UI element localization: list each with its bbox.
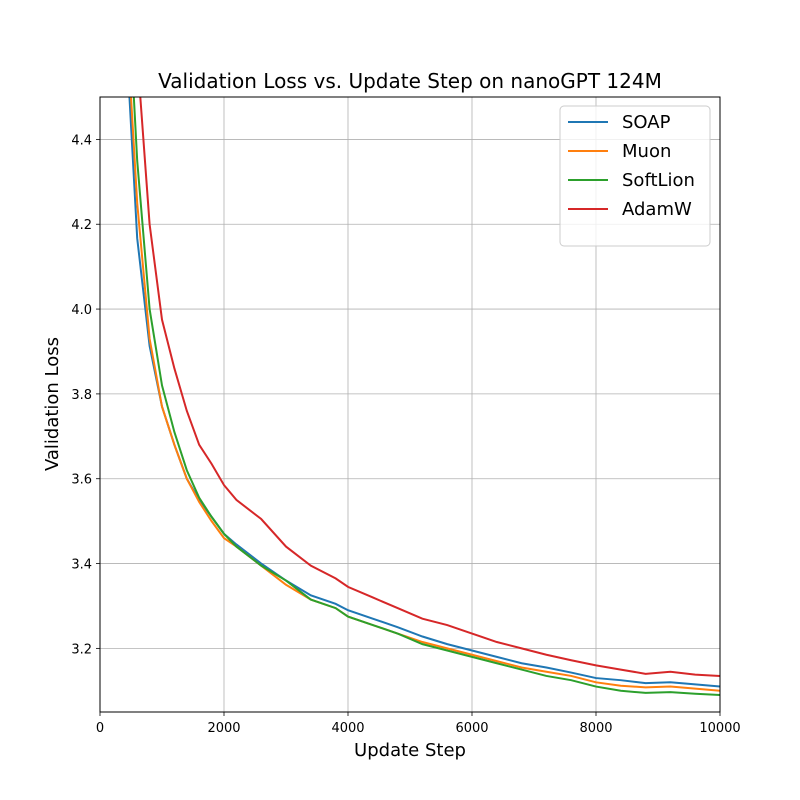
line-series xyxy=(139,97,720,677)
chart-title: Validation Loss vs. Update Step on nanoG… xyxy=(158,69,662,93)
plot-area xyxy=(128,97,720,697)
legend-label: AdamW xyxy=(622,199,692,220)
x-tick-label: 4000 xyxy=(331,721,364,736)
legend-label: Muon xyxy=(622,141,671,162)
y-tick-label: 3.6 xyxy=(71,473,92,488)
y-tick-label: 4.0 xyxy=(71,303,92,318)
y-tick-label: 3.2 xyxy=(71,642,92,657)
x-tick-label: 0 xyxy=(96,721,104,736)
x-tick-label: 6000 xyxy=(455,721,488,736)
line-series xyxy=(129,97,720,692)
axes-frame xyxy=(99,96,721,713)
legend-label: SoftLion xyxy=(622,170,695,191)
legend-box xyxy=(559,105,711,247)
y-tick-label: 4.4 xyxy=(71,133,92,148)
line-series xyxy=(132,97,720,697)
y-tick-label: 4.2 xyxy=(71,218,92,233)
y-axis-label: Validation Loss xyxy=(42,337,63,471)
x-axis-label: Update Step xyxy=(354,740,466,761)
x-tick-label: 10000 xyxy=(699,721,740,736)
x-tick-label: 8000 xyxy=(579,721,612,736)
y-tick-label: 3.4 xyxy=(71,558,92,573)
y-tick-label: 3.8 xyxy=(71,388,92,403)
x-tick-label: 2000 xyxy=(207,721,240,736)
legend-label: SOAP xyxy=(622,112,671,133)
